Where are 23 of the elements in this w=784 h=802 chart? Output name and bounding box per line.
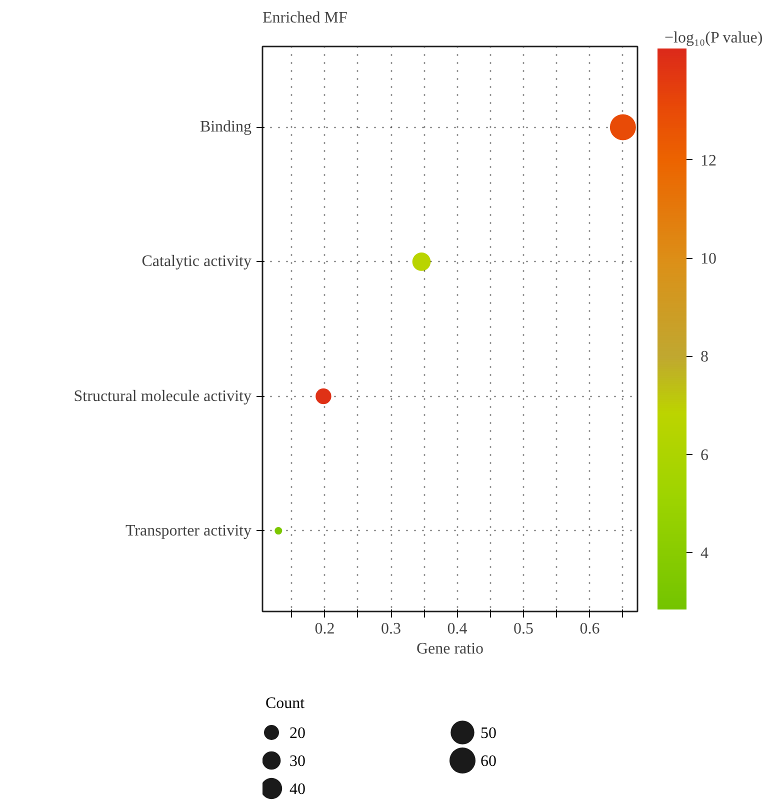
x-tick-label: 0.2: [314, 620, 335, 638]
color-bar-label: 6: [700, 446, 708, 464]
color-bar-label: 4: [700, 545, 708, 562]
legend-label: 30: [290, 753, 306, 770]
x-axis-title: Gene ratio: [416, 640, 484, 658]
x-tick-label: 0.6: [580, 620, 600, 638]
y-tick-label: Structural molecule activity: [74, 388, 252, 405]
legend-label: 40: [290, 781, 306, 798]
x-tick-label: 0.5: [514, 620, 534, 638]
legend-label: 60: [480, 753, 496, 770]
color-bar-label: 8: [700, 348, 708, 366]
legend-title: Count: [266, 695, 306, 712]
legend-label: 50: [480, 725, 496, 742]
legend-label: 20: [290, 725, 306, 742]
color-bar-label: 12: [700, 152, 716, 170]
x-tick-label: 0.3: [381, 620, 402, 638]
color-bar-title: −log₁₀(P value): [664, 30, 763, 46]
y-tick-label: Transporter activity: [125, 522, 252, 540]
chart-title: Enriched MF: [262, 10, 348, 26]
y-tick-label: Catalytic activity: [142, 253, 252, 270]
y-tick-label: Binding: [200, 118, 252, 136]
color-bar-label: 10: [700, 250, 716, 268]
x-tick-label: 0.4: [447, 620, 468, 638]
